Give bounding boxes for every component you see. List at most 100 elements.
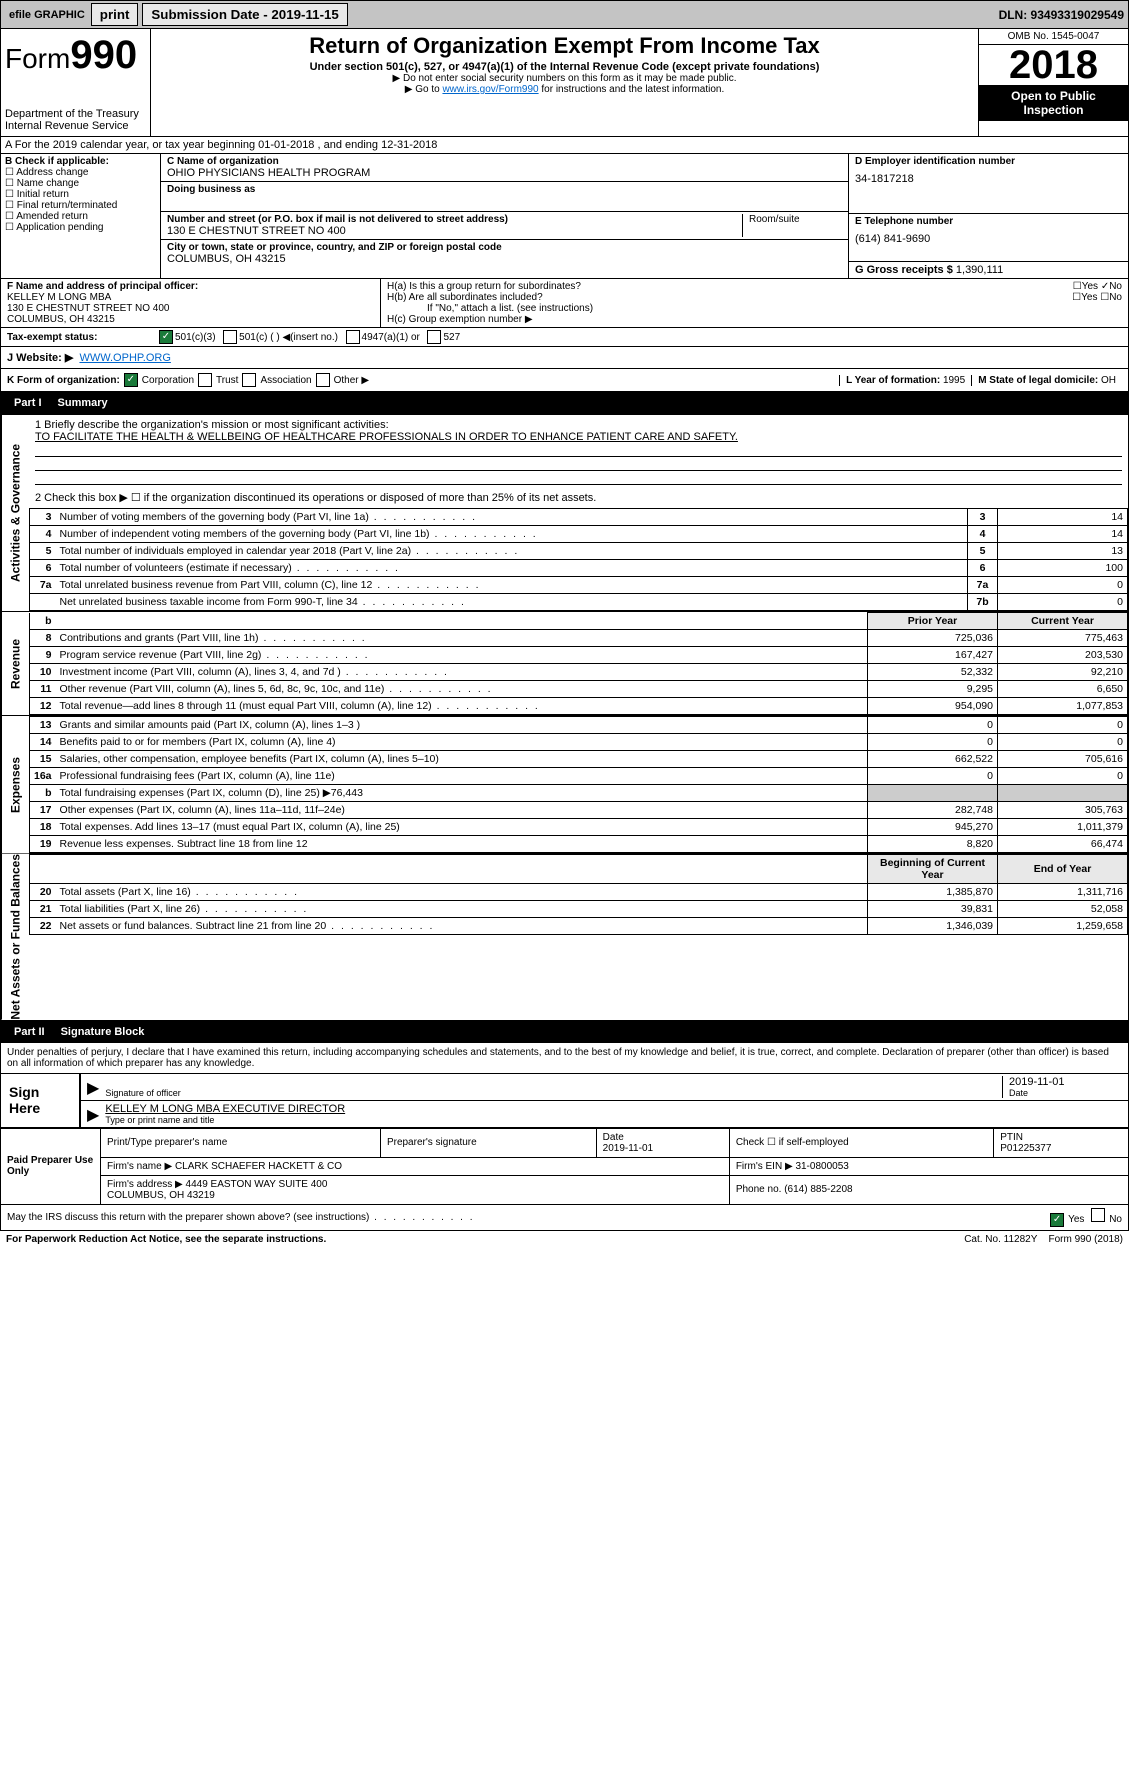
submission-date-button[interactable]: Submission Date - 2019-11-15 <box>142 3 347 26</box>
signature-block: Under penalties of perjury, I declare th… <box>0 1043 1129 1128</box>
table-row: 14Benefits paid to or for members (Part … <box>30 734 1128 751</box>
chk-association[interactable] <box>242 373 256 387</box>
part-2-header: Part II Signature Block <box>0 1021 1129 1043</box>
hb-label: H(b) Are all subordinates included? <box>387 292 543 303</box>
ha-no-check[interactable]: ✓ <box>1101 281 1109 292</box>
chk-4947[interactable] <box>346 330 360 344</box>
blank-line-2 <box>35 457 1122 471</box>
opt-501c: 501(c) ( ) ◀(insert no.) <box>239 332 338 343</box>
table-row: 11Other revenue (Part VIII, column (A), … <box>30 681 1128 698</box>
ein-value: 34-1817218 <box>855 173 1122 185</box>
name-arrow-icon: ▶ <box>87 1105 99 1125</box>
expenses-table: 13Grants and similar amounts paid (Part … <box>29 716 1128 853</box>
part-2-title: Signature Block <box>61 1026 145 1038</box>
ha-label: H(a) Is this a group return for subordin… <box>387 281 581 292</box>
c-label: C Name of organization <box>167 156 842 167</box>
cat-no: Cat. No. 11282Y <box>964 1234 1037 1245</box>
prep-date: 2019-11-01 <box>603 1143 653 1154</box>
q2-label: 2 Check this box ▶ ☐ if the organization… <box>35 491 1122 504</box>
table-row: 5Total number of individuals employed in… <box>30 543 1128 560</box>
chk-amended[interactable]: ☐ Amended return <box>5 211 156 222</box>
chk-application-pending[interactable]: ☐ Application pending <box>5 222 156 233</box>
section-b-checkboxes: B Check if applicable: ☐ Address change … <box>1 154 161 278</box>
org-name: OHIO PHYSICIANS HEALTH PROGRAM <box>167 167 842 179</box>
discuss-no: No <box>1109 1214 1122 1225</box>
section-h: H(a) Is this a group return for subordin… <box>381 279 1128 327</box>
self-employed-chk[interactable]: Check ☐ if self-employed <box>729 1128 993 1157</box>
sig-officer-label: Signature of officer <box>105 1088 1002 1098</box>
expenses-section: Expenses 13Grants and similar amounts pa… <box>0 716 1129 854</box>
table-row: 10Investment income (Part VIII, column (… <box>30 664 1128 681</box>
title-cell: Return of Organization Exempt From Incom… <box>151 29 978 136</box>
table-row: Net unrelated business taxable income fr… <box>30 594 1128 611</box>
table-row: 9Program service revenue (Part VIII, lin… <box>30 647 1128 664</box>
table-row: 19Revenue less expenses. Subtract line 1… <box>30 836 1128 853</box>
firm-phone: (614) 885-2208 <box>784 1184 852 1195</box>
section-c-org: C Name of organization OHIO PHYSICIANS H… <box>161 154 848 278</box>
part-1-label: Part I <box>6 395 50 411</box>
sign-here-label: Sign Here <box>1 1074 81 1127</box>
prep-date-hdr: Date <box>603 1132 624 1143</box>
department-label: Department of the Treasury Internal Reve… <box>5 108 146 132</box>
discuss-label: May the IRS discuss this return with the… <box>7 1212 475 1223</box>
chk-trust[interactable] <box>198 373 212 387</box>
chk-final-return[interactable]: ☐ Final return/terminated <box>5 200 156 211</box>
table-row: 15Salaries, other compensation, employee… <box>30 751 1128 768</box>
officer-addr: 130 E CHESTNUT STREET NO 400 COLUMBUS, O… <box>7 303 169 325</box>
chk-address-change[interactable]: ☐ Address change <box>5 167 156 178</box>
hc-label: H(c) Group exemption number ▶ <box>387 314 1122 325</box>
chk-other[interactable] <box>316 373 330 387</box>
subtitle-3: ▶ Go to www.irs.gov/Form990 for instruct… <box>155 84 974 95</box>
table-row: 6Total number of volunteers (estimate if… <box>30 560 1128 577</box>
hb-yes[interactable]: Yes <box>1081 292 1097 303</box>
instructions-link[interactable]: www.irs.gov/Form990 <box>442 84 538 95</box>
net-assets-table: Beginning of Current YearEnd of Year20To… <box>29 854 1128 935</box>
top-toolbar: efile GRAPHIC print Submission Date - 20… <box>0 0 1129 29</box>
chk-initial-return[interactable]: ☐ Initial return <box>5 189 156 200</box>
table-row: 20Total assets (Part X, line 16)1,385,87… <box>30 884 1128 901</box>
city-label: City or town, state or province, country… <box>167 242 842 253</box>
firm-name: CLARK SCHAEFER HACKETT & CO <box>175 1161 342 1172</box>
ha-yes[interactable]: Yes <box>1082 281 1098 292</box>
discuss-no-chk[interactable] <box>1091 1208 1105 1222</box>
chk-501c3[interactable]: ✓ <box>159 330 173 344</box>
subtitle-1: Under section 501(c), 527, or 4947(a)(1)… <box>155 61 974 73</box>
room-label: Room/suite <box>742 214 842 237</box>
table-row: 22Net assets or fund balances. Subtract … <box>30 918 1128 935</box>
tab-governance: Activities & Governance <box>1 415 29 611</box>
m-state-domicile: M State of legal domicile: OH <box>971 375 1122 386</box>
blank-line-3 <box>35 471 1122 485</box>
print-button[interactable]: print <box>91 3 139 26</box>
name-label: Type or print name and title <box>105 1115 345 1125</box>
chk-501c[interactable] <box>223 330 237 344</box>
prep-sig-hdr: Preparer's signature <box>380 1128 596 1157</box>
hb-no[interactable]: No <box>1109 292 1122 303</box>
prep-name-hdr: Print/Type preparer's name <box>101 1128 381 1157</box>
chk-corporation[interactable]: ✓ <box>124 373 138 387</box>
chk-name-change[interactable]: ☐ Name change <box>5 178 156 189</box>
tax-status-label: Tax-exempt status: <box>7 332 157 343</box>
discuss-yes-chk[interactable]: ✓ <box>1050 1213 1064 1227</box>
table-row: 8Contributions and grants (Part VIII, li… <box>30 630 1128 647</box>
discuss-yes: Yes <box>1068 1214 1084 1225</box>
table-row: 3Number of voting members of the governi… <box>30 509 1128 526</box>
bottom-row: For Paperwork Reduction Act Notice, see … <box>0 1231 1129 1248</box>
form-number-cell: Form990 Department of the Treasury Inter… <box>1 29 151 136</box>
tab-net-assets: Net Assets or Fund Balances <box>1 854 29 1020</box>
form-number: 990 <box>70 33 137 77</box>
opt-trust: Trust <box>216 375 238 386</box>
date-label: Date <box>1009 1088 1116 1098</box>
table-row: 13Grants and similar amounts paid (Part … <box>30 717 1128 734</box>
chk-527[interactable] <box>427 330 441 344</box>
telephone-value: (614) 841-9690 <box>855 233 1122 245</box>
website-link[interactable]: WWW.OPHP.ORG <box>79 352 170 364</box>
part-1-header: Part I Summary <box>0 392 1129 414</box>
net-assets-section: Net Assets or Fund Balances Beginning of… <box>0 854 1129 1021</box>
opt-4947: 4947(a)(1) or <box>362 332 420 343</box>
b-label: B Check if applicable: <box>5 156 109 167</box>
form-title: Return of Organization Exempt From Incom… <box>155 33 974 59</box>
subtitle-2: ▶ Do not enter social security numbers o… <box>155 73 974 84</box>
open-public-badge: Open to Public Inspection <box>979 85 1128 121</box>
firm-ein: 31-0800053 <box>795 1161 848 1172</box>
irs-discuss-row: May the IRS discuss this return with the… <box>0 1205 1129 1231</box>
